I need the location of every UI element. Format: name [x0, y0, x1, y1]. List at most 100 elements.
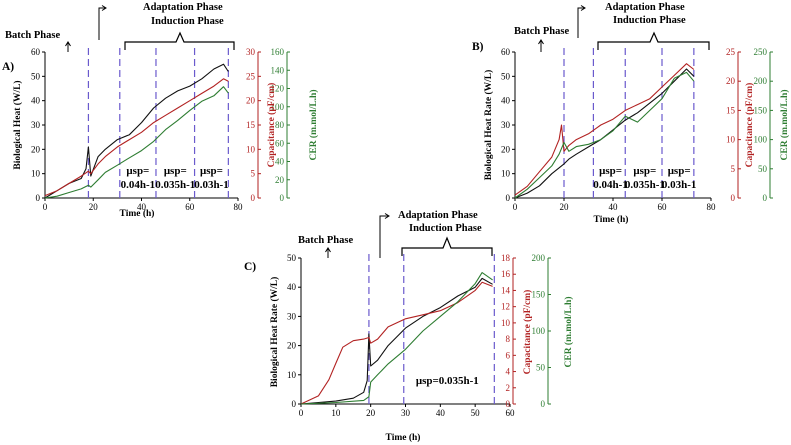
cer-tick-label: 100: [754, 135, 768, 145]
y-tick-label: 60: [31, 47, 41, 57]
batch-phase-label: Batch Phase: [5, 30, 60, 41]
x-tick-label: 50: [471, 408, 481, 418]
series-line-cer: [300, 272, 493, 405]
panel-label: B): [472, 41, 484, 53]
batch-phase-label: Batch Phase: [298, 235, 353, 246]
panel-c: C) Batch Phase Adaptation Phase Inductio…: [244, 210, 574, 443]
x-tick-label: 10: [331, 408, 341, 418]
cap-tick-label: 10: [726, 135, 736, 145]
cap-tick-label: 25: [246, 71, 256, 81]
y-axis-label-cer: CER (m.mol/L.h): [563, 297, 574, 368]
axes: 0 20 40 60 80 0 10 20 30 40 50 60 0 5 10 15 20 25 30 0 20 40 6…: [31, 5, 290, 212]
y-tick-label: 50: [31, 71, 41, 81]
y-tick-label: 20: [287, 341, 297, 351]
cap-tick-label: 0: [251, 193, 256, 203]
cap-tick-label: 8: [506, 334, 511, 344]
y-tick-label: 0: [36, 193, 41, 203]
cap-tick-label: 15: [726, 105, 736, 115]
cer-tick-label: 200: [754, 76, 768, 86]
growth-rate-labels: μsp=0.035h-1: [416, 375, 479, 387]
x-tick-label: 20: [366, 408, 376, 418]
cer-tick-label: 100: [271, 102, 285, 112]
axes: 0 10 20 30 40 50 60010203040500246810121416180…: [287, 213, 551, 418]
adaptation-arrow-head: [384, 213, 390, 219]
series-lines: [44, 63, 229, 199]
x-axis-label: Time (h): [594, 214, 629, 225]
y-axis-label-cer: CER (m.mol/L.h): [779, 90, 790, 161]
cap-tick-label: 30: [246, 47, 256, 57]
x-tick-label: 0: [43, 202, 48, 212]
growth-rate-value: 0.04h-1: [121, 179, 156, 191]
cap-tick-label: 0: [731, 193, 736, 203]
y-axis-label-heat: Biological Heat Rate (W/L): [483, 70, 494, 181]
cer-tick-label: 250: [754, 47, 768, 57]
batch-arrow-head: [538, 39, 544, 45]
cer-tick-label: 140: [271, 65, 285, 75]
y-tick-label: 30: [31, 120, 41, 130]
y-tick-label: 20: [31, 144, 41, 154]
y-tick-label: 10: [31, 169, 41, 179]
induction-bracket: [597, 31, 710, 50]
x-tick-label: 40: [609, 202, 619, 212]
growth-rate-value: 0.03h-1: [662, 179, 697, 191]
induction-phase-label: Induction Phase: [409, 223, 482, 234]
y-tick-label: 40: [287, 282, 297, 292]
cap-tick-label: 2: [506, 383, 511, 393]
adaptation-arrow: [98, 7, 106, 40]
growth-rate-label: μsp=: [164, 165, 187, 177]
panel-a: A) Batch Phase Adaptation Phase Inductio…: [2, 2, 319, 219]
cap-tick-label: 4: [506, 367, 511, 377]
y-tick-label: 0: [506, 193, 511, 203]
cap-tick-label: 6: [506, 350, 511, 360]
cer-tick-label: 80: [275, 120, 285, 130]
cap-tick-label: 10: [246, 144, 256, 154]
y-tick-label: 10: [501, 169, 511, 179]
y-axis-label-cer: CER (m.mol/L.h): [308, 90, 319, 161]
y-axis-label-heat: Biological Heat Rate (W/L): [269, 277, 280, 388]
cer-tick-label: 100: [532, 326, 546, 336]
adaptation-phase-label: Adaptation Phase: [143, 2, 223, 13]
series-line-capacitance: [44, 78, 229, 197]
y-axis-label-heat: Biological Heat (W/L): [12, 80, 23, 169]
y-tick-label: 60: [501, 47, 511, 57]
adaptation-phase-label: Adaptation Phase: [398, 210, 478, 221]
cer-tick-label: 120: [271, 84, 285, 94]
x-tick-label: 60: [658, 202, 668, 212]
batch-phase-label: Batch Phase: [514, 26, 569, 37]
induction-phase-label: Induction Phase: [613, 15, 686, 26]
x-tick-label: 20: [89, 202, 99, 212]
y-tick-label: 30: [501, 120, 511, 130]
series-line-cer: [44, 86, 229, 199]
x-axis-label: Time (h): [386, 432, 421, 443]
series-lines: [514, 63, 695, 199]
adaptation-arrow-head: [580, 5, 586, 11]
cap-tick-label: 25: [726, 47, 736, 57]
cap-tick-label: 12: [501, 302, 510, 312]
y-tick-label: 50: [287, 253, 297, 263]
x-tick-label: 20: [560, 202, 570, 212]
y-tick-label: 20: [501, 144, 511, 154]
y-tick-label: 50: [501, 71, 511, 81]
adaptation-arrow: [577, 7, 585, 38]
cer-tick-label: 50: [758, 164, 768, 174]
adaptation-arrow-head: [101, 5, 107, 11]
y-tick-label: 0: [292, 399, 297, 409]
x-tick-label: 0: [513, 202, 518, 212]
cer-tick-label: 60: [275, 138, 285, 148]
induction-bracket: [124, 31, 235, 50]
cap-tick-label: 20: [246, 96, 256, 106]
axes: 0 20 40 60 800102030405060051015202505010015…: [501, 5, 773, 212]
x-tick-label: 80: [234, 202, 244, 212]
x-axis-label: Time (h): [120, 208, 155, 219]
batch-arrow-head: [65, 41, 71, 47]
growth-rate-value: 0.035h-1: [155, 179, 195, 191]
series-line-capacitance: [514, 63, 695, 196]
cap-tick-label: 5: [731, 164, 736, 174]
x-tick-label: 30: [401, 408, 411, 418]
cap-tick-label: 15: [246, 120, 256, 130]
growth-rate-label: μsp=: [599, 165, 622, 177]
y-axis-label-capacitance: Capacitance (pF/cm): [744, 83, 755, 168]
growth-rate-label: μsp=: [126, 165, 149, 177]
